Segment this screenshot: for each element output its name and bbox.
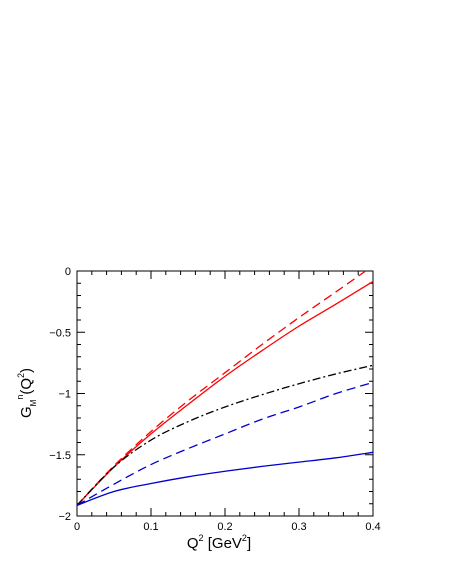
y-tick-label: −0.5	[49, 327, 71, 339]
y-tick-label: −2	[58, 511, 71, 523]
y-tick-label: 0	[65, 266, 71, 278]
x-axis-title: Q2 [GeV2]	[187, 533, 251, 552]
series-line-1	[76, 280, 374, 506]
series-line-4	[76, 381, 374, 506]
series-group	[76, 270, 374, 506]
x-tick-label: 0.1	[143, 521, 158, 533]
x-tick-label: 0.3	[291, 521, 306, 533]
tick-labels: 0 0.1 0.2 0.3 0.4 −2 −1.5 −1 −0.5 0	[49, 266, 380, 533]
series-line-3	[76, 364, 374, 506]
x-tick-label: 0	[74, 521, 80, 533]
x-tick-label: 0.4	[365, 521, 380, 533]
axis-ticks	[76, 270, 374, 517]
y-tick-label: −1.5	[49, 450, 71, 462]
x-tick-label: 0.2	[217, 521, 232, 533]
y-tick-label: −1	[58, 389, 71, 401]
series-line-5	[76, 451, 374, 506]
y-axis-title: GMn(Q2)	[15, 368, 38, 418]
series-line-2	[76, 270, 366, 506]
